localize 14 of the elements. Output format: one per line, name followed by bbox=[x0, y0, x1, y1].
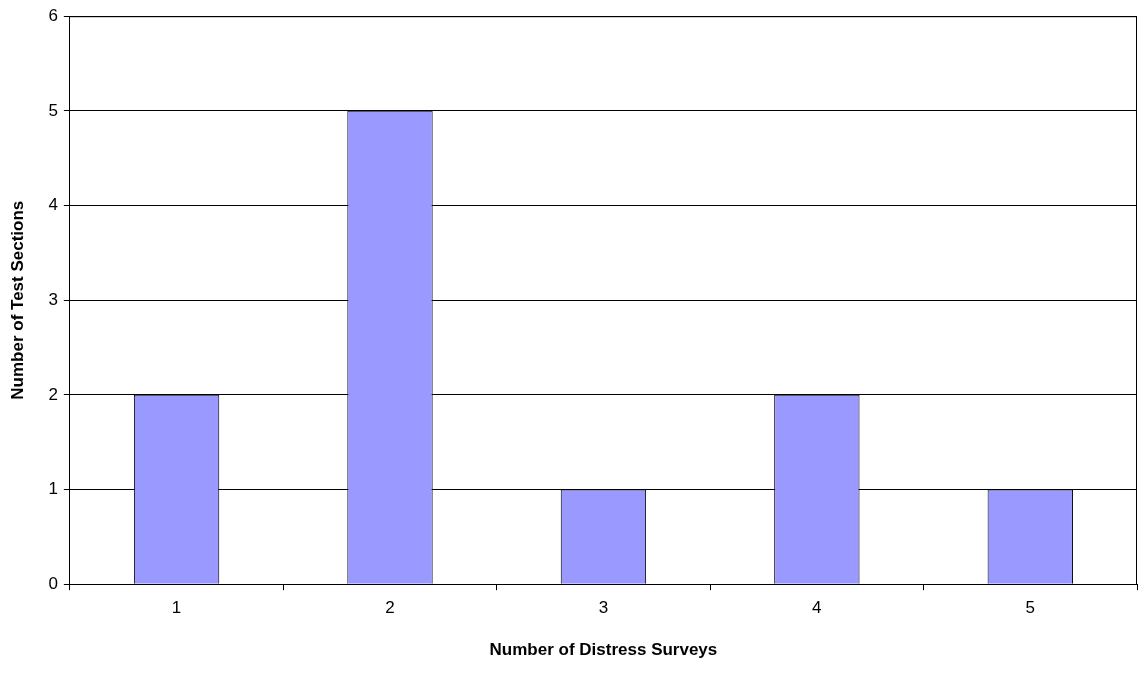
y-tick-label: 0 bbox=[48, 573, 58, 593]
x-tick-label: 1 bbox=[171, 598, 182, 618]
y-axis-title: Number of Test Sections bbox=[7, 200, 27, 400]
x-tick-label: 2 bbox=[385, 598, 395, 618]
x-tick-label: 5 bbox=[1025, 598, 1036, 618]
y-tick-label: 2 bbox=[48, 384, 58, 404]
x-tick-label: 4 bbox=[812, 598, 822, 618]
x-tick-label: 3 bbox=[598, 598, 609, 618]
y-tick-label: 6 bbox=[48, 5, 58, 25]
y-tick-label: 4 bbox=[48, 195, 58, 215]
x-axis-title: Number of Distress Surveys bbox=[489, 640, 718, 660]
y-tick-label: 1 bbox=[48, 479, 58, 499]
y-tick-label: 3 bbox=[48, 289, 58, 309]
y-tick-label: 5 bbox=[48, 100, 58, 120]
